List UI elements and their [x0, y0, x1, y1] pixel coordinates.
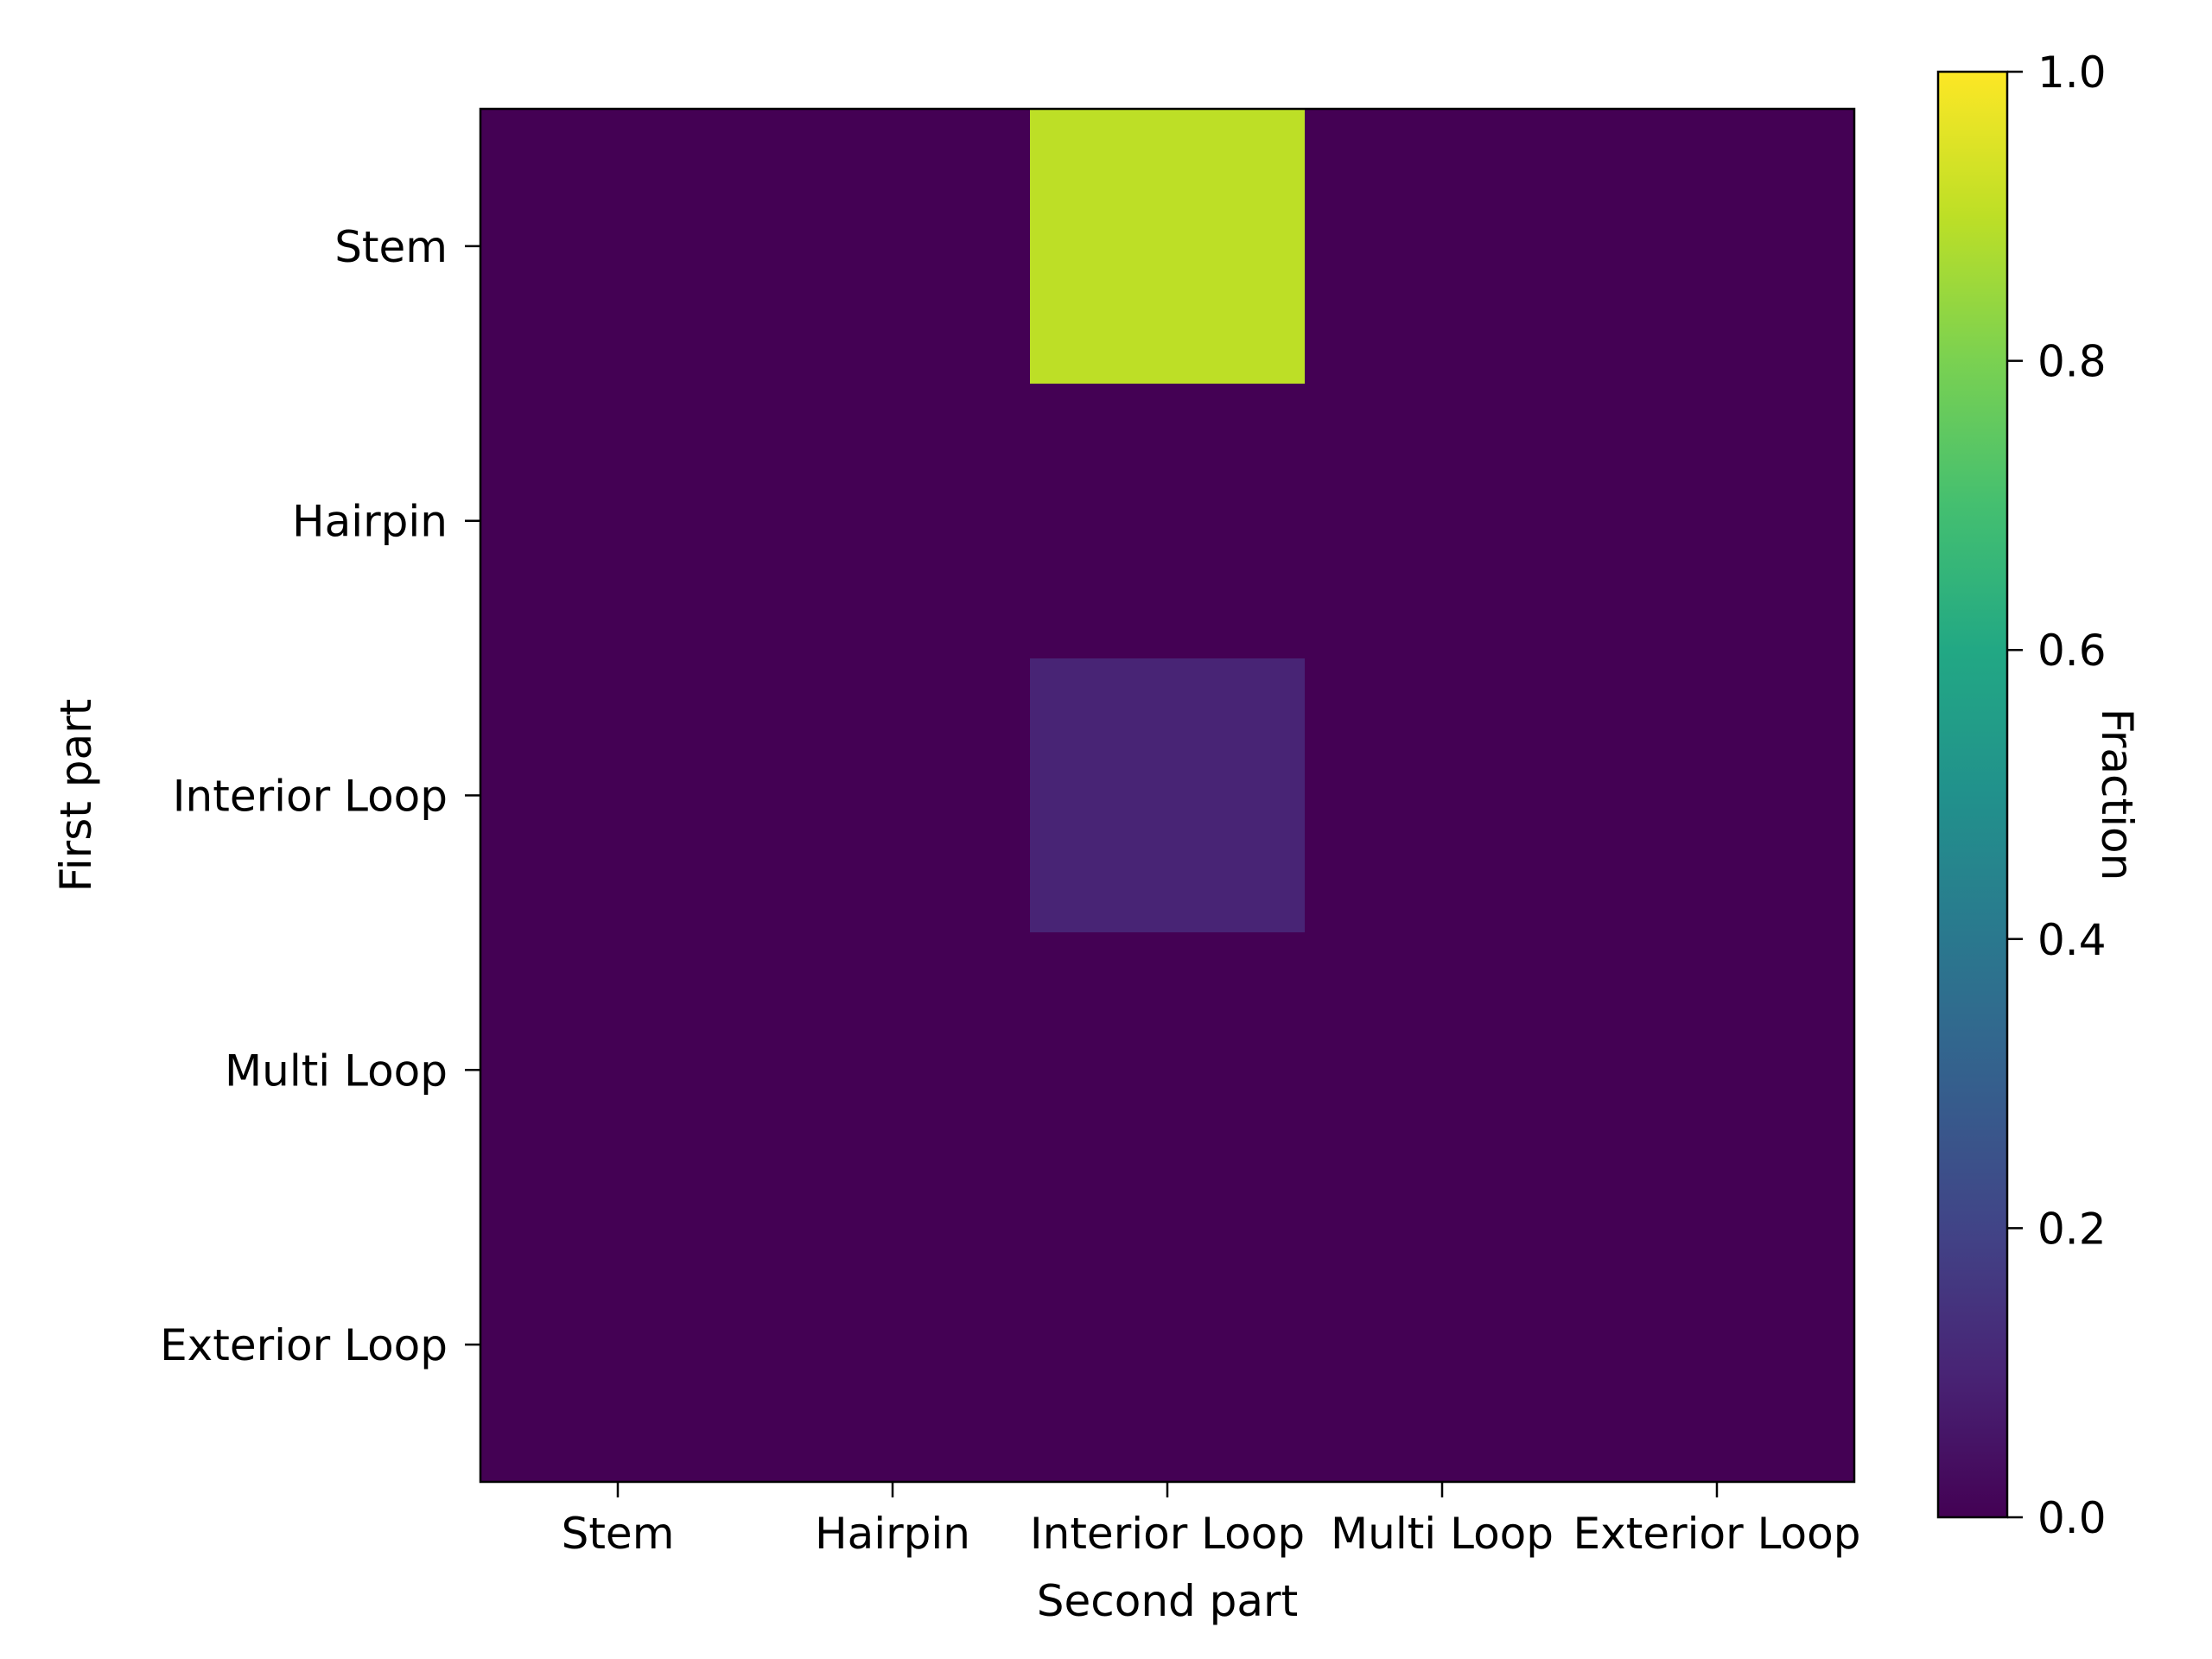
heatmap-cell-r0-c4 — [1580, 109, 1855, 385]
heatmap-cells — [480, 109, 1855, 1483]
heatmap-cell-r1-c3 — [1305, 384, 1580, 659]
colorbar-label: Fraction — [2092, 709, 2142, 881]
heatmap-cell-r1-c1 — [755, 384, 1031, 659]
y-axis: Stem Hairpin Interior Loop Multi Loop Exteri… — [160, 222, 480, 1370]
y-tick-label: Interior Loop — [173, 772, 448, 822]
colorbar-tick-label: 0.4 — [2037, 915, 2107, 965]
heatmap-cell-r1-c2 — [1030, 384, 1306, 659]
heatmap-cell-r0-c3 — [1305, 109, 1580, 385]
colorbar-tick-label: 0.0 — [2037, 1493, 2107, 1543]
heatmap-cell-r2-c4 — [1580, 658, 1855, 933]
colorbar-tick-label: 1.0 — [2037, 48, 2107, 98]
colorbar-frame — [1936, 70, 2009, 1519]
heatmap-cell-r3-c0 — [480, 932, 756, 1208]
x-tick-label: Multi Loop — [1331, 1509, 1554, 1559]
heatmap-cell-r2-c3 — [1305, 658, 1580, 933]
x-axis-label: Second part — [1037, 1576, 1298, 1626]
heatmap-cell-r3-c3 — [1305, 932, 1580, 1208]
heatmap-cell-r4-c4 — [1580, 1207, 1855, 1483]
colorbar-tick-label: 0.6 — [2037, 626, 2107, 676]
heatmap-cell-r2-c1 — [755, 658, 1031, 933]
heatmap-cell-r4-c3 — [1305, 1207, 1580, 1483]
y-tick-label: Multi Loop — [225, 1046, 448, 1096]
y-tick-label: Stem — [334, 222, 448, 272]
colorbar-tick-label: 0.8 — [2037, 337, 2107, 387]
y-axis-label: First part — [51, 699, 101, 893]
colorbar-tick-label: 0.2 — [2037, 1204, 2107, 1254]
x-tick-label: Hairpin — [815, 1509, 970, 1559]
heatmap-cell-r1-c4 — [1580, 384, 1855, 659]
heatmap-cell-r2-c2 — [1030, 658, 1306, 933]
colorbar — [1938, 72, 2007, 1517]
heatmap-cell-r4-c2 — [1030, 1207, 1306, 1483]
y-tick-label: Exterior Loop — [160, 1320, 448, 1370]
x-tick-label: Exterior Loop — [1573, 1509, 1861, 1559]
heatmap-cell-r0-c0 — [480, 109, 756, 385]
heatmap-cell-r0-c2 — [1030, 109, 1306, 385]
heatmap-cell-r2-c0 — [480, 658, 756, 933]
colorbar-axis: 0.0 0.2 0.4 0.6 0.8 1.0 — [2007, 48, 2107, 1543]
x-axis: Stem Hairpin Interior Loop Multi Loop Exteri… — [562, 1482, 1861, 1559]
x-tick-label: Interior Loop — [1030, 1509, 1305, 1559]
heatmap-cell-r4-c1 — [755, 1207, 1031, 1483]
heatmap-cell-r3-c2 — [1030, 932, 1306, 1208]
heatmap-cell-r3-c4 — [1580, 932, 1855, 1208]
heatmap-cell-r1-c0 — [480, 384, 756, 659]
heatmap-cell-r0-c1 — [755, 109, 1031, 385]
y-tick-label: Hairpin — [292, 497, 448, 547]
heatmap-cell-r4-c0 — [480, 1207, 756, 1483]
heatmap-cell-r3-c1 — [755, 932, 1031, 1208]
x-tick-label: Stem — [562, 1509, 675, 1559]
